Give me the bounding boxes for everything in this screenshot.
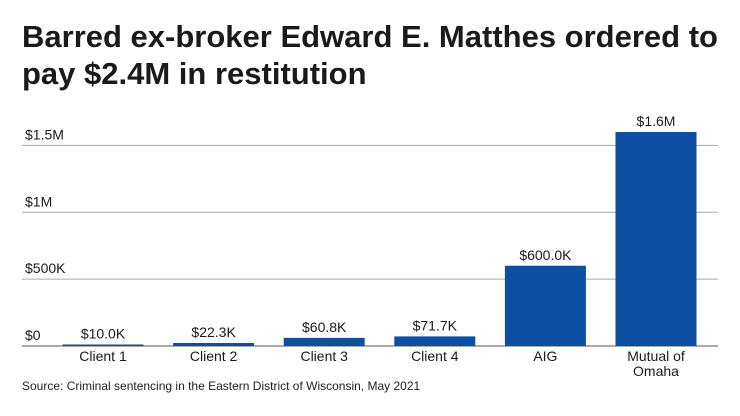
x-tick-label: Client 3 (300, 348, 348, 364)
data-label: $22.3K (191, 324, 236, 340)
y-tick-label: $1.5M (25, 126, 64, 142)
y-tick-label: $1M (25, 193, 52, 209)
data-label: $1.6M (637, 113, 676, 129)
bar (615, 132, 697, 346)
data-label: $71.7K (413, 317, 458, 333)
x-tick-label: Client 1 (79, 348, 127, 364)
data-label: $60.8K (302, 319, 347, 335)
x-tick-label: Client 2 (190, 348, 238, 364)
bar (62, 344, 144, 346)
x-tick-label: Client 4 (411, 348, 459, 364)
data-labels: $10.0K $22.3K $60.8K $71.7K $600.0K $1.6M (81, 113, 676, 342)
y-tick-label: $0 (25, 327, 41, 343)
data-label: $600.0K (519, 247, 572, 263)
data-label: $10.0K (81, 326, 126, 342)
chart-title: Barred ex-broker Edward E. Matthes order… (22, 19, 718, 91)
bar (504, 265, 586, 346)
y-axis-tick-labels: $0 $500K $1M $1.5M (25, 126, 66, 343)
bar (394, 336, 476, 346)
gridlines (22, 144, 718, 347)
x-tick-label: AIG (533, 348, 557, 364)
bar (283, 337, 365, 346)
y-tick-label: $500K (25, 260, 66, 276)
x-tick-label: Mutual of Omaha (627, 348, 685, 379)
x-axis-tick-labels: Client 1 Client 2 Client 3 Client 4 AIG Mutua… (79, 348, 685, 379)
bar (173, 343, 255, 346)
bars (62, 132, 697, 346)
source-note: Source: Criminal sentencing in the Easte… (22, 379, 421, 393)
